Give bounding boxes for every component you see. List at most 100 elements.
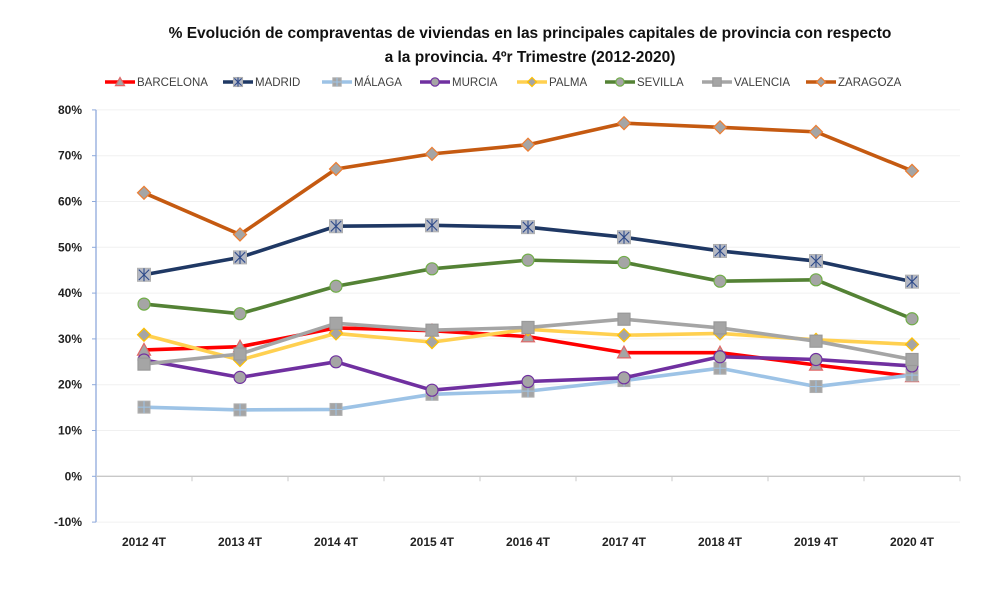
legend-label: ZARAGOZA — [838, 77, 902, 89]
data-point — [425, 218, 439, 233]
y-tick-label: 50% — [58, 240, 82, 254]
data-point — [425, 262, 439, 276]
data-point — [713, 321, 727, 335]
data-point — [137, 297, 151, 311]
series-zaragoza — [136, 115, 920, 242]
legend-item-valencia[interactable]: VALENCIA — [702, 77, 790, 89]
legend-item-zaragoza[interactable]: ZARAGOZA — [806, 76, 902, 89]
y-tick-label: 40% — [58, 286, 82, 300]
data-point — [905, 352, 919, 367]
legend-label: MADRID — [255, 77, 300, 89]
data-point — [136, 327, 152, 343]
data-point — [521, 220, 535, 235]
data-point — [809, 352, 823, 367]
legend-marker — [430, 77, 440, 87]
data-point — [713, 361, 727, 375]
x-tick-label: 2016 4T — [506, 535, 551, 549]
data-point — [713, 274, 727, 288]
data-point — [233, 370, 247, 384]
legend-label: VALENCIA — [734, 77, 790, 89]
data-point — [329, 355, 343, 369]
legend-item-palma[interactable]: PALMA — [517, 76, 587, 89]
gridlines — [96, 109, 960, 523]
legend-label: PALMA — [549, 77, 587, 89]
legend-label: SEVILLA — [637, 77, 684, 89]
legend-item-barcelona[interactable]: BARCELONA — [105, 76, 208, 89]
series-lines — [136, 115, 920, 417]
data-point — [617, 312, 631, 326]
data-point — [712, 119, 728, 135]
x-tick-label: 2020 4T — [890, 535, 935, 549]
legend-marker — [712, 77, 722, 87]
data-point — [424, 146, 440, 162]
x-tick-label: 2017 4T — [602, 535, 647, 549]
data-point — [713, 243, 727, 258]
data-point — [616, 327, 632, 343]
y-tick-label: 30% — [58, 332, 82, 346]
data-point — [329, 219, 343, 234]
x-axis-tick-labels: 2012 4T 2013 4T 2014 4T 2015 4T 2016 4T 2017 … — [122, 535, 935, 549]
data-point — [425, 323, 439, 337]
legend-label: MÁLAGA — [354, 76, 402, 89]
chart-title: % Evolución de compraventas de viviendas… — [169, 25, 892, 66]
data-point — [904, 337, 920, 352]
data-point — [808, 124, 824, 140]
data-point — [617, 371, 631, 385]
data-point — [424, 334, 440, 350]
legend-item-madrid[interactable]: MADRID — [223, 76, 300, 89]
legend-marker — [615, 77, 625, 87]
data-point — [425, 383, 439, 397]
data-point — [521, 374, 535, 389]
x-tick-label: 2014 4T — [314, 535, 359, 549]
data-point — [233, 250, 247, 265]
x-tick-label: 2019 4T — [794, 535, 839, 549]
data-point — [521, 320, 535, 335]
data-point — [905, 274, 919, 289]
data-point — [904, 163, 920, 179]
legend-label: MURCIA — [452, 77, 498, 89]
data-point — [520, 137, 536, 153]
data-point — [809, 254, 823, 269]
legend-marker — [232, 76, 244, 88]
y-tick-label: 70% — [58, 149, 82, 163]
y-tick-label: 0% — [65, 469, 83, 483]
data-point — [233, 307, 247, 321]
data-point — [137, 267, 151, 282]
x-tick-label: 2013 4T — [218, 535, 263, 549]
legend-label: BARCELONA — [137, 77, 208, 89]
legend: BARCELONA MADRID MÁLAGA MURCIA PALMA SEVILLA V… — [105, 76, 902, 89]
legend-item-murcia[interactable]: MURCIA — [420, 77, 498, 89]
data-point — [233, 403, 247, 417]
data-point — [328, 161, 344, 177]
data-point — [809, 380, 823, 394]
data-point — [137, 357, 151, 371]
x-tick-label: 2012 4T — [122, 535, 167, 549]
y-tick-label: 60% — [58, 195, 82, 209]
data-point — [521, 253, 535, 267]
data-point — [617, 255, 631, 270]
legend-marker — [114, 76, 126, 87]
legend-marker — [815, 76, 827, 88]
data-point — [617, 230, 631, 245]
data-point — [616, 115, 632, 131]
data-point — [713, 350, 727, 364]
data-point — [136, 185, 152, 201]
legend-marker — [332, 77, 342, 87]
y-tick-label: 20% — [58, 378, 82, 392]
legend-item-málaga[interactable]: MÁLAGA — [322, 76, 402, 89]
legend-item-sevilla[interactable]: SEVILLA — [605, 77, 684, 89]
series-sevilla — [137, 253, 919, 326]
x-tick-label: 2015 4T — [410, 535, 455, 549]
y-tick-label: 80% — [58, 103, 82, 117]
series-valencia — [137, 312, 919, 371]
data-point — [905, 312, 919, 326]
x-tick-label: 2018 4T — [698, 535, 743, 549]
y-axis-tick-labels: -10% 0% 10% 20% 30% 40% 50% 60% 70% 80% — [54, 103, 82, 529]
data-point — [329, 316, 343, 330]
chart-title-line-1: % Evolución de compraventas de viviendas… — [169, 25, 892, 42]
axes — [92, 109, 961, 523]
data-point — [616, 344, 632, 359]
data-point — [329, 402, 343, 416]
